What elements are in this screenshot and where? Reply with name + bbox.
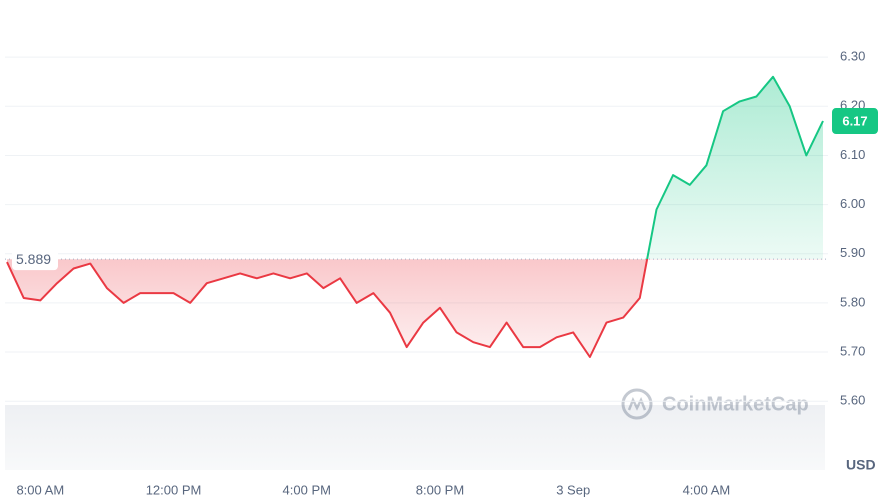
x-tick-label: 3 Sep	[556, 482, 590, 497]
x-tick-label: 4:00 PM	[283, 482, 331, 497]
x-tick-label: 12:00 PM	[146, 482, 202, 497]
y-tick-label: 6.10	[840, 147, 865, 162]
baseline-label-bg	[12, 248, 58, 271]
y-tick-label: 6.30	[840, 49, 865, 64]
watermark: CoinMarketCap	[621, 388, 809, 420]
y-tick-label: 6.00	[840, 196, 865, 211]
x-tick-label: 4:00 AM	[683, 482, 731, 497]
watermark-text: CoinMarketCap	[662, 393, 809, 415]
unit-label: USD	[846, 457, 876, 473]
price-badge	[832, 108, 878, 135]
volume-backdrop	[5, 405, 825, 470]
y-tick-label: 5.70	[840, 343, 865, 358]
price-area	[7, 76, 823, 358]
y-tick-label: 5.60	[840, 393, 865, 408]
baseline-label: 5.889	[16, 251, 51, 267]
x-tick-label: 8:00 PM	[416, 482, 464, 497]
y-tick-label: 5.80	[840, 294, 865, 309]
price-badge-text: 6.17	[842, 113, 867, 128]
price-line	[6, 75, 824, 358]
y-tick-label: 5.90	[840, 245, 865, 260]
x-tick-label: 8:00 AM	[16, 482, 64, 497]
